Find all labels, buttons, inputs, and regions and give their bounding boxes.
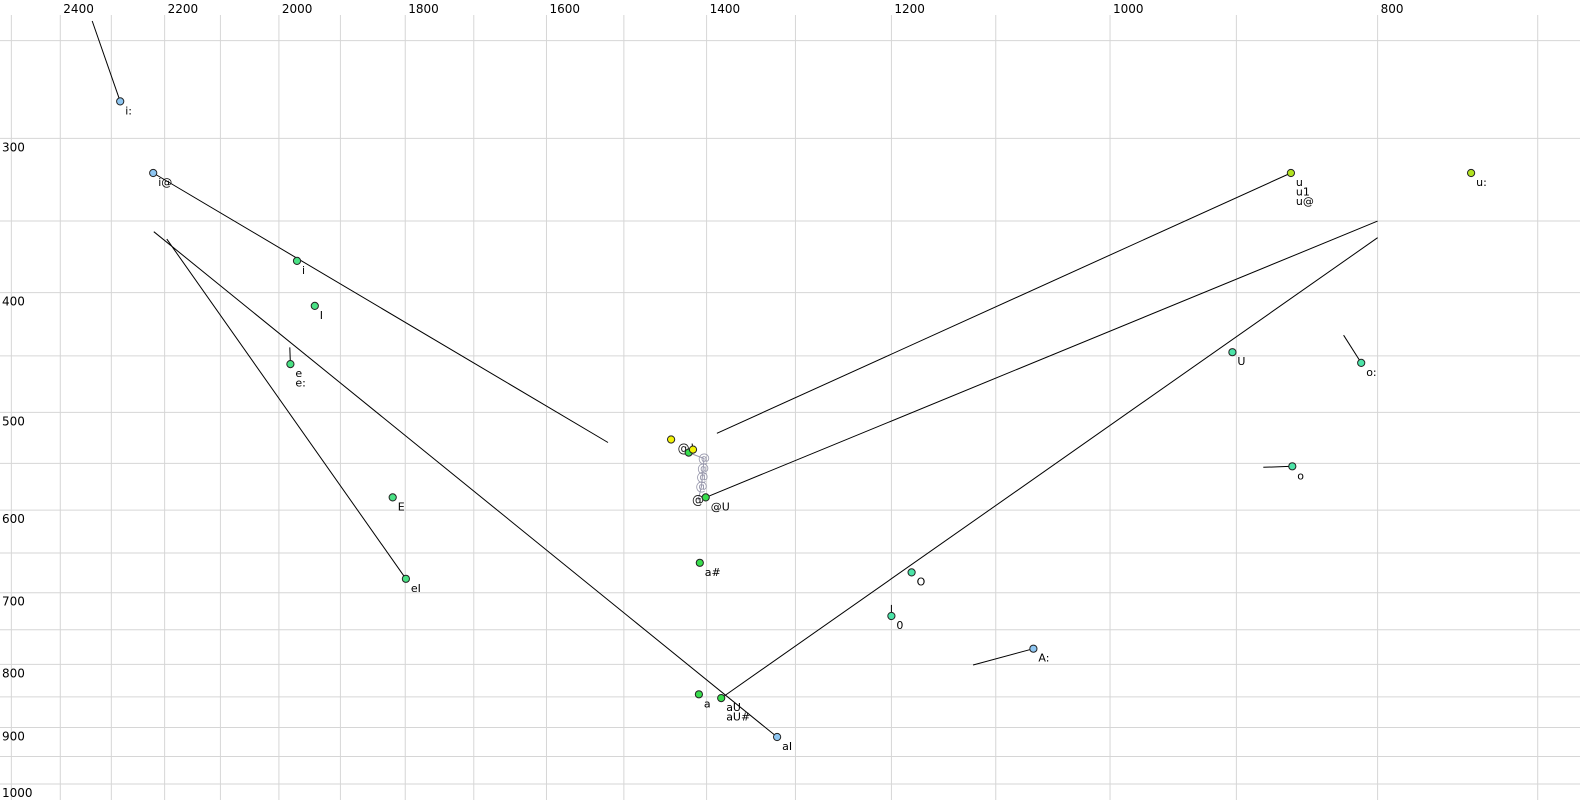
trajectory-i@-glide: [152, 172, 609, 443]
y-tick-label-1000: 1000: [2, 786, 33, 800]
vowel-point-U[interactable]: [1228, 348, 1237, 357]
trajectory-o-onglide: [1263, 465, 1293, 468]
vowel-point-a#[interactable]: [695, 558, 704, 567]
y-tick-label-700: 700: [2, 595, 25, 609]
vowel-label-u@: u@: [1296, 195, 1314, 208]
trajectory-u@-glide: [716, 172, 1292, 434]
vowel-point-I[interactable]: [310, 301, 319, 310]
vowel-label-A:: A:: [1038, 652, 1049, 665]
y-tick-label-400: 400: [2, 295, 25, 309]
x-tick-label-800: 800: [1381, 2, 1404, 16]
vowel-point-u[interactable]: [1286, 168, 1296, 178]
vowel-label-aU: aU: [726, 701, 741, 714]
vowel-point-@U[interactable]: [701, 493, 710, 502]
trajectory-eI-glide: [166, 238, 407, 580]
x-tick-label-2200: 2200: [168, 2, 199, 16]
vowel-label-aI: aI: [782, 740, 792, 753]
x-tick-label-2400: 2400: [63, 2, 94, 16]
vowel-label-I: I: [320, 309, 323, 322]
schwa-glyph-gray-3: @: [695, 479, 707, 493]
vowel-point-aI[interactable]: [773, 732, 782, 742]
vowel-label-i: i: [302, 264, 305, 277]
schwa-glyph-gray-2: @: [696, 470, 708, 484]
x-tick-label-1200: 1200: [894, 2, 925, 16]
vowel-label-e: e: [295, 367, 302, 380]
vowel-label-i@: i@: [158, 176, 172, 189]
vowel-point-u:[interactable]: [1467, 168, 1476, 178]
vowel-point-a[interactable]: [694, 690, 704, 699]
vowel-point-token-yellow-1442[interactable]: [667, 435, 676, 444]
vowel-point-O[interactable]: [907, 568, 916, 577]
x-tick-label-2000: 2000: [282, 2, 313, 16]
vowel-point-o[interactable]: [1288, 462, 1297, 471]
y-tick-label-500: 500: [2, 414, 25, 428]
schwa-glyph-gray-0: @: [698, 452, 710, 466]
vowel-label-a: a: [704, 697, 711, 710]
vowel-label-a#: a#: [705, 566, 721, 579]
y-tick-label-600: 600: [2, 512, 25, 526]
vowel-point-E[interactable]: [388, 493, 397, 502]
vowel-label-i:: i:: [125, 104, 132, 117]
vowel-label-O: O: [917, 575, 926, 588]
vowel-label-eI: eI: [411, 582, 421, 595]
vowel-point-token-yellow-1416[interactable]: [688, 445, 698, 454]
schwa-glyph-gray-1: @: [697, 461, 709, 475]
x-tick-label-1000: 1000: [1113, 2, 1144, 16]
vowel-label-@U: @U: [711, 500, 730, 513]
x-tick-label-1800: 1800: [408, 2, 439, 16]
vowel-point-A:[interactable]: [1029, 644, 1038, 653]
vowel-point-eI[interactable]: [401, 574, 410, 583]
vowel-label-o:: o:: [1366, 366, 1376, 379]
vowel-label-aU#: aU#: [726, 711, 750, 724]
vowel-label-0: 0: [896, 619, 903, 632]
vowel-label-u: u: [1296, 176, 1303, 189]
vowel-point-0[interactable]: [887, 611, 896, 621]
vowel-point-e[interactable]: [286, 360, 295, 369]
y-tick-label-300: 300: [2, 140, 25, 154]
trajectory-A:-glide: [972, 648, 1034, 666]
vowel-label-e:: e:: [295, 377, 305, 390]
trajectory-aU-glide: [720, 237, 1378, 699]
vowel-point-i@[interactable]: [149, 168, 158, 178]
x-tick-label-1400: 1400: [710, 2, 741, 16]
vowel-point-o:[interactable]: [1357, 358, 1366, 367]
trajectory-aI-glide: [153, 231, 778, 738]
trajectory-i:-onglide: [91, 20, 121, 102]
vowel-label-u:: u:: [1476, 176, 1487, 189]
y-tick-label-800: 800: [2, 666, 25, 680]
schwa-track-connector: [688, 452, 705, 501]
trajectory-@U-glide: [705, 220, 1378, 498]
x-tick-label-1600: 1600: [550, 2, 581, 16]
trajectory-o:-onglide: [1343, 334, 1362, 364]
y-tick-label-900: 900: [2, 730, 25, 744]
vowel-point-aU[interactable]: [717, 694, 726, 703]
vowel-point-i[interactable]: [292, 256, 302, 265]
vowel-label-o: o: [1297, 469, 1304, 482]
vowel-label-U: U: [1237, 355, 1245, 368]
vowel-point-i:[interactable]: [116, 97, 125, 106]
vowel-label-E: E: [398, 500, 405, 513]
vowel-label-u1: u1: [1296, 186, 1310, 199]
schwa-glyph-dark-1: @: [692, 493, 704, 507]
